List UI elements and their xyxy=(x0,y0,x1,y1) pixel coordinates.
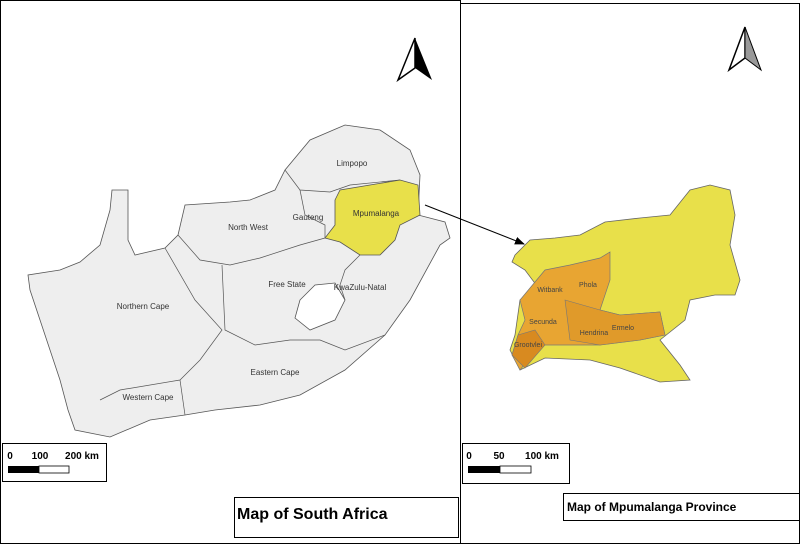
north-arrow xyxy=(727,26,763,73)
scale-bar: 0 100 200 km xyxy=(2,443,107,482)
title-box xyxy=(234,497,459,538)
province-label: Eastern Cape xyxy=(251,368,300,377)
map-title: Map of Mpumalanga Province xyxy=(567,500,737,514)
town-label: Grootvlei xyxy=(514,342,542,349)
province-label: Free State xyxy=(268,280,306,289)
scale-label: 0 xyxy=(466,451,472,462)
mpumalanga-highlight xyxy=(324,179,421,256)
south-africa-map: Limpopo North West Gauteng Mpumalanga Fr… xyxy=(27,124,451,438)
connector-arrow xyxy=(424,204,525,245)
scale-label: 100 km xyxy=(525,451,559,462)
province-label: Northern Cape xyxy=(117,302,170,311)
scale-bar: 0 50 100 km xyxy=(462,443,570,484)
province-label: Western Cape xyxy=(123,393,175,402)
town-label: Secunda xyxy=(529,319,557,326)
town-label: Witbank xyxy=(537,287,563,294)
province-label: Mpumalanga xyxy=(353,209,400,218)
scale-label: 200 km xyxy=(65,451,99,462)
scale-label: 50 xyxy=(493,451,505,462)
title-box xyxy=(563,493,800,521)
mpumalanga-map: Witbank Phola Secunda Hendrina Ermelo Gr… xyxy=(509,184,741,383)
town-label: Ermelo xyxy=(612,325,634,332)
province-label: KwaZulu-Natal xyxy=(334,283,387,292)
town-label: Hendrina xyxy=(580,330,609,337)
map-title: Map of South Africa xyxy=(237,506,388,523)
town-label: Phola xyxy=(579,282,597,289)
scale-label: 100 xyxy=(32,451,49,462)
province-label: North West xyxy=(228,223,269,232)
province-label: Gauteng xyxy=(293,213,324,222)
province-label: Limpopo xyxy=(337,159,368,168)
north-arrow xyxy=(396,37,432,83)
scale-label: 0 xyxy=(7,451,13,462)
